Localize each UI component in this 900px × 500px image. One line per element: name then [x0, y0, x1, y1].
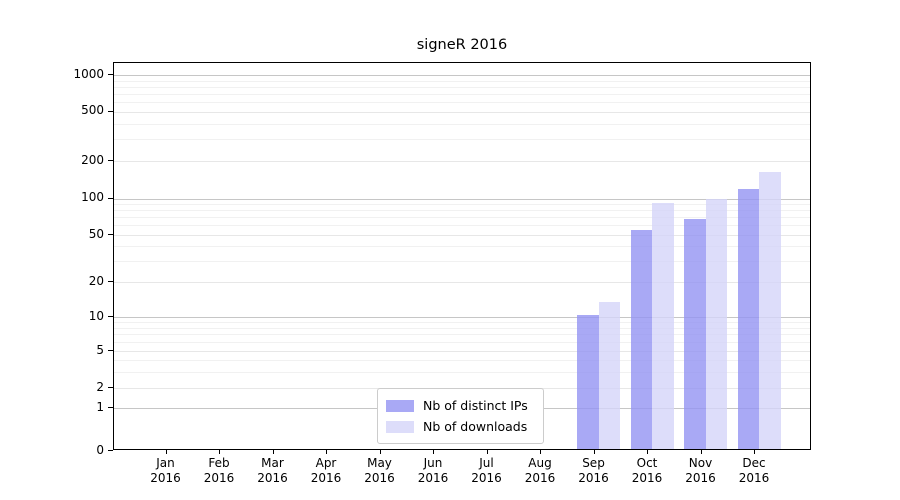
- x-tick-mark: [700, 450, 702, 454]
- gridline-major: [114, 317, 810, 318]
- x-tick-label: Sep 2016: [578, 456, 609, 485]
- y-tick-mark: [108, 316, 113, 317]
- x-tick-label: Jun 2016: [417, 456, 449, 485]
- y-tick-mark: [108, 110, 113, 112]
- y-tick-label: 1000: [73, 66, 104, 81]
- gridline-minor: [114, 371, 810, 373]
- x-tick-mark: [326, 450, 327, 454]
- gridline-minor: [114, 80, 810, 82]
- plot-area: [113, 62, 811, 450]
- bar-distinct-ips: [630, 229, 652, 449]
- gridline-minor: [114, 204, 810, 206]
- gridline: [114, 351, 810, 352]
- y-tick-mark: [108, 160, 113, 161]
- y-tick-label: 20: [88, 273, 104, 288]
- gridline-minor: [114, 334, 810, 336]
- gridline-minor: [114, 360, 810, 361]
- gridline: [114, 161, 810, 162]
- x-tick-label: Oct 2016: [631, 456, 663, 485]
- legend-label-distinct-ips: Nb of distinct IPs: [423, 398, 528, 413]
- y-tick-label: 10: [88, 308, 104, 323]
- y-tick-label: 100: [81, 190, 104, 204]
- x-tick-mark: [754, 450, 755, 454]
- x-tick-mark: [433, 450, 434, 454]
- y-tick-label: 500: [81, 103, 104, 117]
- chart-title: signeR 2016: [416, 37, 508, 53]
- y-tick-label: 200: [81, 152, 104, 167]
- gridline: [114, 282, 810, 283]
- gridline-major: [114, 198, 810, 200]
- x-tick-mark: [593, 450, 595, 454]
- bar-distinct-ips: [737, 188, 759, 449]
- x-tick-mark: [165, 450, 167, 454]
- gridline: [114, 111, 810, 113]
- gridline-minor: [114, 123, 810, 125]
- gridline-minor: [114, 210, 810, 212]
- gridline-major: [114, 75, 810, 76]
- x-tick-mark: [540, 450, 541, 454]
- x-tick-label: Apr 2016: [310, 456, 342, 485]
- y-tick-mark: [108, 350, 113, 351]
- x-tick-mark: [647, 450, 648, 454]
- gridline-minor: [114, 342, 810, 344]
- x-tick-mark: [272, 450, 274, 454]
- x-tick-label: Feb 2016: [203, 456, 235, 485]
- y-tick-mark: [108, 234, 113, 235]
- y-tick-mark: [108, 450, 113, 451]
- gridline-minor: [114, 322, 810, 324]
- x-tick-label: Nov 2016: [685, 456, 716, 485]
- y-tick-mark: [108, 407, 113, 408]
- legend: Nb of distinct IPs Nb of downloads: [377, 388, 544, 444]
- bar-downloads: [598, 301, 620, 449]
- legend-swatch-distinct-ips-icon: [386, 399, 414, 412]
- bar-downloads: [652, 203, 674, 449]
- y-tick-label: 50: [88, 226, 104, 241]
- y-tick-mark: [108, 281, 113, 282]
- y-tick-label: 2: [96, 379, 104, 394]
- x-tick-label: May 2016: [364, 456, 395, 485]
- gridline-minor: [114, 327, 810, 329]
- gridline-minor: [114, 246, 810, 248]
- gridline-minor: [114, 93, 810, 95]
- legend-label-downloads: Nb of downloads: [423, 419, 528, 434]
- bar-distinct-ips: [577, 315, 599, 449]
- gridline-minor: [114, 217, 810, 219]
- y-tick-mark: [108, 197, 113, 199]
- x-tick-mark: [486, 450, 488, 454]
- y-tick-label: 0: [96, 442, 104, 457]
- gridline-minor: [114, 101, 810, 103]
- legend-item-distinct-ips: Nb of distinct IPs: [386, 395, 535, 416]
- gridline: [114, 235, 810, 236]
- x-tick-label: Jul 2016: [471, 456, 502, 485]
- bar-downloads: [705, 199, 727, 449]
- bar-distinct-ips: [684, 219, 706, 449]
- x-tick-label: Jan 2016: [150, 456, 181, 485]
- y-tick-mark: [108, 74, 113, 75]
- gridline-minor: [114, 225, 810, 227]
- x-tick-mark: [379, 450, 381, 454]
- x-tick-label: Aug 2016: [524, 456, 556, 485]
- x-tick-label: Dec 2016: [738, 456, 770, 485]
- x-tick-mark: [219, 450, 220, 454]
- x-tick-label: Mar 2016: [257, 456, 288, 485]
- gridline-minor: [114, 86, 810, 88]
- bar-downloads: [759, 172, 781, 449]
- gridline-minor: [114, 139, 810, 141]
- legend-item-downloads: Nb of downloads: [386, 416, 535, 437]
- y-tick-label: 5: [96, 342, 104, 357]
- y-tick-mark: [108, 387, 113, 388]
- gridline-minor: [114, 261, 810, 263]
- y-tick-label: 1: [96, 399, 104, 414]
- legend-swatch-downloads-icon: [386, 420, 414, 433]
